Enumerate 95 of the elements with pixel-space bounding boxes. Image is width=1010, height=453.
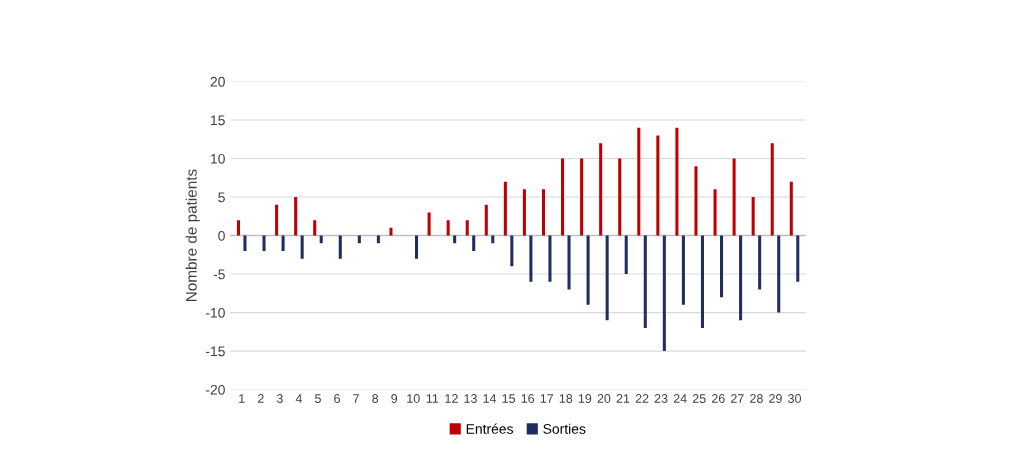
x-tick-label: 24 <box>673 394 687 403</box>
bar <box>427 212 431 236</box>
bar <box>319 235 323 244</box>
x-tick-label: 17 <box>540 394 554 403</box>
bar <box>605 235 609 321</box>
bar <box>599 143 603 236</box>
x-tick-label: 4 <box>295 394 303 403</box>
bar <box>529 235 533 282</box>
bar <box>503 181 507 236</box>
bar <box>656 135 660 236</box>
y-tick-label: 15 <box>211 115 225 126</box>
bar <box>561 158 565 236</box>
y-axis-title: Nombre de patients <box>185 169 200 301</box>
bar <box>637 127 641 236</box>
bar <box>453 235 457 244</box>
bar <box>580 158 584 236</box>
bar <box>313 220 317 236</box>
bar <box>548 235 552 282</box>
bar <box>541 189 546 236</box>
x-tick-label: 1 <box>239 394 245 403</box>
y-tick-label: -20 <box>205 384 225 395</box>
x-tick-label: 22 <box>635 394 649 403</box>
x-tick-label: 12 <box>445 394 458 403</box>
bar <box>338 235 342 259</box>
bar <box>618 158 622 236</box>
bar <box>300 235 304 259</box>
x-tick-label: 11 <box>426 394 439 403</box>
bar <box>694 166 698 236</box>
bar <box>567 235 571 290</box>
bar <box>586 235 590 305</box>
x-tick-label: 28 <box>750 394 763 403</box>
x-tick-label: 30 <box>788 394 802 403</box>
legend-label: Entrées <box>466 423 514 434</box>
bar <box>262 235 266 251</box>
bar <box>643 235 647 328</box>
bar <box>732 158 736 236</box>
bar <box>446 220 450 236</box>
x-tick-label: 8 <box>372 394 379 403</box>
bar <box>357 235 361 244</box>
bar <box>789 181 793 236</box>
y-tick-label: -15 <box>205 346 225 357</box>
x-tick-label: 16 <box>521 394 535 403</box>
x-tick-label: 25 <box>692 394 706 403</box>
bar <box>700 235 704 328</box>
bar <box>624 235 628 275</box>
x-tick-label: 15 <box>502 394 516 403</box>
x-tick-label: 14 <box>483 394 497 403</box>
bar <box>465 220 469 236</box>
bar <box>770 143 774 236</box>
y-tick-label: 10 <box>211 153 225 164</box>
y-tick-label: 20 <box>210 76 225 87</box>
x-tick-label: 23 <box>654 394 668 403</box>
x-tick-label: 20 <box>597 394 611 403</box>
y-tick-label: -10 <box>205 307 225 318</box>
bar <box>243 235 247 251</box>
bar <box>484 204 488 236</box>
x-tick-label: 9 <box>391 394 398 403</box>
bar <box>415 235 419 259</box>
bar <box>236 220 240 236</box>
x-tick-label: 18 <box>559 394 573 403</box>
bar <box>510 235 514 267</box>
x-tick-label: 2 <box>257 394 264 403</box>
bar <box>758 235 762 290</box>
x-tick-label: 26 <box>711 394 725 403</box>
y-tick-label: -5 <box>213 269 225 280</box>
x-tick-label: 27 <box>731 394 744 403</box>
y-tick-label: 5 <box>218 192 225 203</box>
x-tick-label: 3 <box>276 394 283 403</box>
bar <box>376 235 380 244</box>
bar <box>713 189 717 236</box>
bar <box>796 235 800 282</box>
bar <box>751 197 755 236</box>
bar <box>275 204 279 236</box>
x-tick-label: 19 <box>578 394 592 403</box>
x-tick-label: 6 <box>334 394 340 403</box>
x-tick-label: 13 <box>464 394 477 403</box>
x-tick-label: 10 <box>407 394 420 403</box>
bar <box>720 235 724 298</box>
legend-label: Sorties <box>543 423 586 434</box>
bar <box>491 235 495 244</box>
x-tick-label: 21 <box>616 394 630 403</box>
x-tick-label: 29 <box>769 394 782 403</box>
bar <box>739 235 743 321</box>
bar <box>675 127 679 236</box>
bar <box>281 235 285 251</box>
bar <box>777 235 781 313</box>
x-tick-label: 7 <box>353 394 359 403</box>
bar <box>662 235 666 352</box>
bar <box>294 197 298 236</box>
bar <box>681 235 685 305</box>
y-tick-label: 0 <box>218 230 225 241</box>
bar <box>472 235 476 251</box>
bar <box>389 227 393 236</box>
bar <box>522 189 526 236</box>
x-tick-label: 5 <box>314 394 321 403</box>
